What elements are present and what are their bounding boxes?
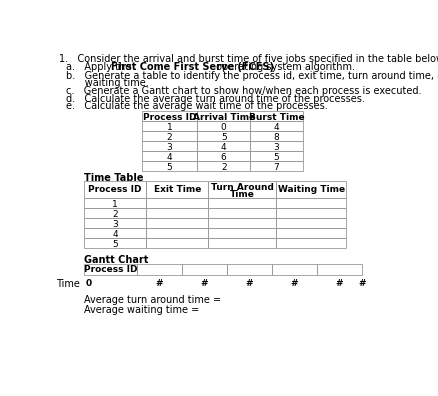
Text: 0: 0 [86, 278, 92, 287]
Bar [250, 141, 303, 151]
Text: Process ID: Process ID [88, 185, 142, 194]
Text: Process ID: Process ID [84, 265, 137, 274]
Bar [84, 228, 146, 238]
Text: 8: 8 [273, 133, 279, 143]
Text: Average turn around time =: Average turn around time = [84, 295, 221, 305]
Bar [141, 141, 198, 151]
Text: 5: 5 [166, 164, 172, 172]
Text: Turn Around: Turn Around [211, 183, 274, 192]
Text: Average waiting time =: Average waiting time = [84, 305, 199, 315]
Text: #: # [155, 278, 163, 287]
Text: 3: 3 [112, 220, 118, 229]
Bar [198, 141, 250, 151]
Text: 5: 5 [221, 133, 226, 143]
Bar [208, 238, 276, 248]
Text: 4: 4 [113, 230, 118, 239]
Text: Time Table: Time Table [84, 173, 144, 183]
Text: 1: 1 [166, 124, 172, 132]
Text: 4: 4 [166, 153, 172, 162]
Bar [272, 264, 317, 276]
Text: 2: 2 [221, 164, 226, 172]
Text: 1.   Consider the arrival and burst time of five jobs specified in the table bel: 1. Consider the arrival and burst time o… [60, 54, 438, 64]
Text: Waiting Time: Waiting Time [278, 185, 345, 194]
Text: #: # [246, 278, 253, 287]
Bar [141, 122, 198, 131]
Text: waiting time.: waiting time. [67, 78, 149, 88]
Text: b.   Generate a table to identify the process id, exit time, turn around time, a: b. Generate a table to identify the proc… [67, 70, 438, 81]
Bar [146, 198, 208, 208]
Bar [84, 238, 146, 248]
Text: #: # [201, 278, 208, 287]
Bar [84, 264, 137, 276]
Text: 3: 3 [273, 143, 279, 152]
Bar [146, 208, 208, 218]
Text: d.   Calculate the average turn around time of the processes.: d. Calculate the average turn around tim… [67, 94, 365, 104]
Text: operating system algorithm.: operating system algorithm. [213, 62, 355, 72]
Text: 0: 0 [221, 124, 226, 132]
Bar [146, 181, 208, 198]
Bar [276, 228, 346, 238]
Bar [317, 264, 362, 276]
Bar [208, 228, 276, 238]
Bar [141, 162, 198, 171]
Bar [276, 181, 346, 198]
Bar [141, 111, 198, 122]
Text: Burst Time: Burst Time [249, 113, 304, 122]
Text: e.   Calculate the average wait time of the processes.: e. Calculate the average wait time of th… [67, 101, 328, 111]
Text: 5: 5 [273, 153, 279, 162]
Bar [198, 151, 250, 162]
Bar [208, 208, 276, 218]
Text: c.   Generate a Gantt chart to show how/when each process is executed.: c. Generate a Gantt chart to show how/wh… [67, 86, 422, 96]
Text: #: # [290, 278, 298, 287]
Bar [146, 228, 208, 238]
Bar [276, 208, 346, 218]
Text: 4: 4 [221, 143, 226, 152]
Bar [250, 162, 303, 171]
Bar [276, 218, 346, 228]
Bar [250, 151, 303, 162]
Bar [84, 218, 146, 228]
Bar [198, 131, 250, 141]
Text: Time: Time [230, 190, 255, 199]
Bar [84, 208, 146, 218]
Text: First Come First Serve (FCFS): First Come First Serve (FCFS) [110, 62, 274, 72]
Text: Arrival Time: Arrival Time [193, 113, 255, 122]
Bar [141, 131, 198, 141]
Bar [276, 198, 346, 208]
Text: a.   Apply the: a. Apply the [67, 62, 135, 72]
Text: 4: 4 [274, 124, 279, 132]
Text: 6: 6 [221, 153, 226, 162]
Bar [208, 181, 276, 198]
Bar [84, 198, 146, 208]
Text: Process ID: Process ID [143, 113, 196, 122]
Bar [250, 111, 303, 122]
Text: 7: 7 [273, 164, 279, 172]
Bar [198, 122, 250, 131]
Text: #: # [358, 278, 365, 287]
Bar [146, 218, 208, 228]
Text: Gantt Chart: Gantt Chart [84, 255, 148, 265]
Bar [276, 238, 346, 248]
Bar [208, 218, 276, 228]
Bar [208, 198, 276, 208]
Text: 3: 3 [166, 143, 172, 152]
Text: 5: 5 [112, 240, 118, 249]
Bar [250, 131, 303, 141]
Text: 2: 2 [113, 210, 118, 219]
Bar [250, 122, 303, 131]
Text: #: # [336, 278, 343, 287]
Bar [198, 111, 250, 122]
Bar [141, 151, 198, 162]
Text: 1: 1 [112, 200, 118, 209]
Bar [84, 181, 146, 198]
Bar [137, 264, 182, 276]
Bar [227, 264, 272, 276]
Text: Time: Time [57, 278, 80, 289]
Bar [182, 264, 227, 276]
Text: Exit Time: Exit Time [153, 185, 201, 194]
Bar [198, 162, 250, 171]
Text: 2: 2 [166, 133, 172, 143]
Bar [146, 238, 208, 248]
